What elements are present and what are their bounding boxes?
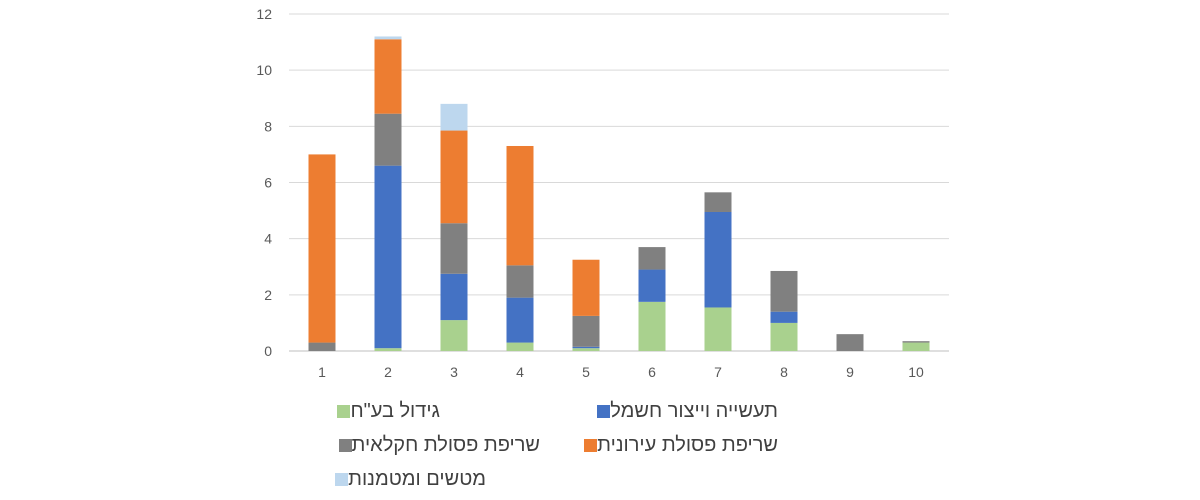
bars xyxy=(308,36,930,351)
y-tick-label: 6 xyxy=(264,175,272,191)
bar-segment xyxy=(770,322,798,351)
bar-segment xyxy=(638,247,666,270)
bar-segment xyxy=(440,320,468,351)
bar-segment xyxy=(440,223,468,274)
bar-segment xyxy=(308,342,336,351)
x-tick-label: 5 xyxy=(582,364,590,380)
bar-segment xyxy=(374,36,402,40)
bar-segment xyxy=(440,273,468,321)
bar-segment xyxy=(506,145,534,266)
bar-segment xyxy=(770,270,798,312)
x-tick-label: 1 xyxy=(318,364,326,380)
bar-segment xyxy=(506,297,534,343)
bar-segment xyxy=(440,103,468,131)
bar-segment xyxy=(704,192,732,212)
bar-segment xyxy=(902,342,930,351)
bar-segment xyxy=(374,39,402,114)
bar-segment xyxy=(704,307,732,351)
bar-segment xyxy=(704,211,732,308)
bar-segment xyxy=(902,341,930,343)
y-tick-label: 8 xyxy=(264,118,272,134)
bar-segment xyxy=(836,334,864,351)
bar-segment xyxy=(572,348,600,351)
y-tick-label: 4 xyxy=(264,231,272,247)
bar-segment xyxy=(572,346,600,349)
x-tick-label: 6 xyxy=(648,364,656,380)
bar-segment xyxy=(374,348,402,351)
bar-segment xyxy=(374,113,402,166)
x-tick-label: 8 xyxy=(780,364,788,380)
y-tick-label: 0 xyxy=(264,343,272,359)
bar-segment xyxy=(308,154,336,343)
y-axis-ticks: 0 2 4 6 8 10 12 xyxy=(256,6,272,359)
y-tick-label: 10 xyxy=(256,62,272,78)
x-tick-label: 10 xyxy=(908,364,924,380)
y-tick-label: 2 xyxy=(264,287,272,303)
x-tick-label: 9 xyxy=(846,364,854,380)
bar-segment xyxy=(770,311,798,323)
bar-segment xyxy=(506,265,534,298)
bar-segment xyxy=(374,165,402,349)
x-axis-ticks: 1 2 3 4 5 6 7 8 9 10 xyxy=(318,364,924,380)
bar-segment xyxy=(572,259,600,316)
y-tick-label: 12 xyxy=(256,6,272,22)
bar-segment xyxy=(638,301,666,351)
bar-segment xyxy=(440,130,468,224)
x-tick-label: 4 xyxy=(516,364,524,380)
x-tick-label: 7 xyxy=(714,364,722,380)
bar-segment xyxy=(638,269,666,302)
x-tick-label: 3 xyxy=(450,364,458,380)
x-tick-label: 2 xyxy=(384,364,392,380)
bar-segment xyxy=(572,315,600,347)
bar-segment xyxy=(506,342,534,351)
